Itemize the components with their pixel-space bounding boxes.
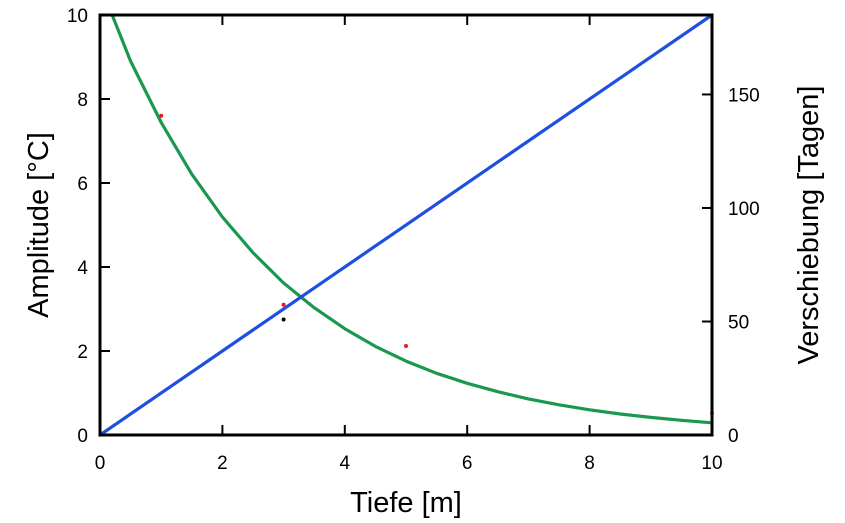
y-tick-label: 6 [77, 174, 88, 195]
y-tick-label: 2 [77, 342, 88, 363]
series-2-point [281, 302, 286, 307]
y2-tick-label: 0 [728, 426, 739, 447]
series-1-line [98, 13, 714, 437]
y2-tick-label: 50 [728, 312, 749, 333]
series-2-point [404, 343, 408, 348]
x-tick-label: 8 [584, 453, 595, 474]
series-3-point [281, 317, 286, 322]
x-tick-label: 10 [701, 453, 722, 474]
x-axis-title: Tiefe [m] [350, 487, 462, 519]
plot-frame [98, 13, 714, 437]
x-tick-label: 2 [217, 453, 228, 474]
y-tick-label: 8 [77, 90, 88, 111]
y2-tick-label: 100 [728, 199, 760, 220]
y-tick-label: 10 [67, 6, 88, 27]
y2-tick-label: 150 [728, 85, 760, 106]
series-0-line [110, 13, 714, 425]
x-tick-label: 4 [340, 453, 351, 474]
y-tick-label: 4 [77, 258, 88, 279]
x-tick-label: 0 [95, 453, 106, 474]
series-2-point [159, 113, 164, 118]
x-tick-label: 6 [462, 453, 473, 474]
y-tick-label: 0 [77, 426, 88, 447]
y2-axis-title: Verschiebung [Tagen] [793, 86, 825, 365]
y-axis-title: Amplitude [°C] [23, 132, 55, 318]
